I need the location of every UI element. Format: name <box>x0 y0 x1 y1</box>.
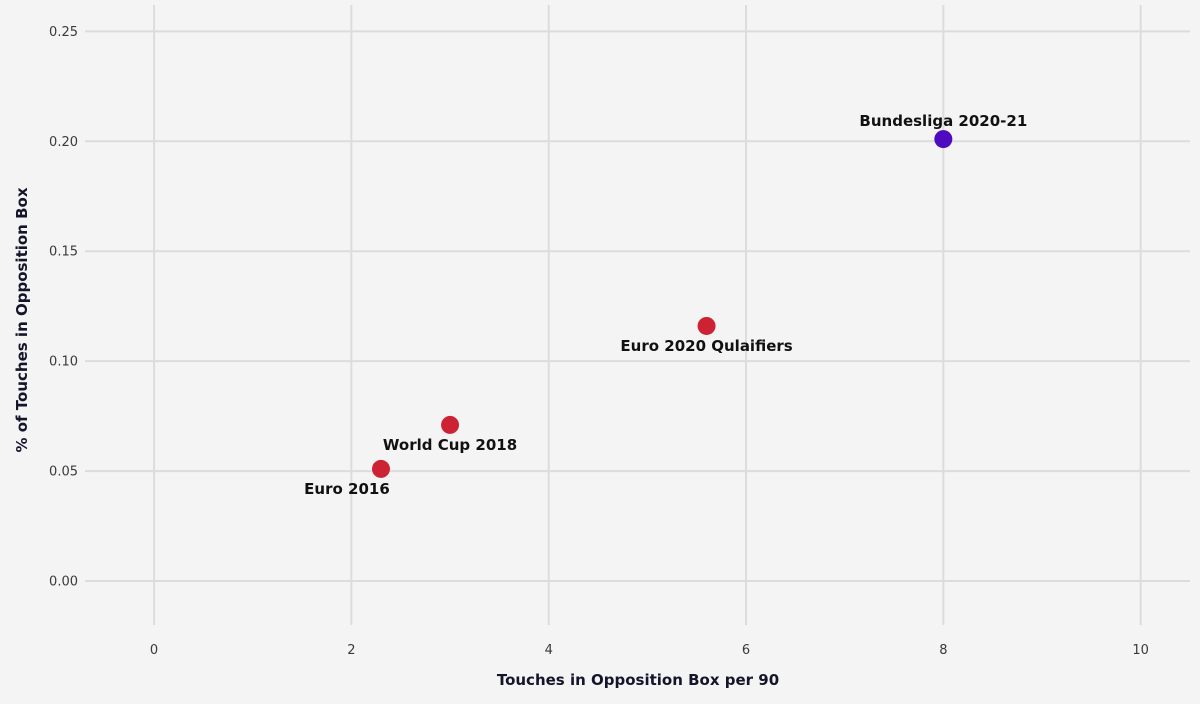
x-tick-label: 10 <box>1132 643 1149 658</box>
x-tick-label: 0 <box>150 643 158 658</box>
y-tick-label: 0.15 <box>49 245 78 260</box>
y-tick-label: 0.05 <box>49 465 78 480</box>
x-tick-label: 8 <box>939 643 947 658</box>
y-tick-label: 0.25 <box>49 25 78 40</box>
data-point <box>934 130 953 149</box>
x-axis-ticks: 0 2 4 6 8 10 <box>150 643 1149 658</box>
data-point <box>441 415 460 434</box>
y-tick-label: 0.20 <box>49 135 78 150</box>
vertical-gridlines <box>153 5 1142 625</box>
x-tick-label: 2 <box>347 643 355 658</box>
y-axis-title: % of Touches in Opposition Box <box>13 187 31 452</box>
data-point-label: World Cup 2018 <box>383 436 517 454</box>
y-axis-ticks: 0.00 0.05 0.10 0.15 0.20 0.25 <box>49 25 78 590</box>
x-tick-label: 6 <box>742 643 750 658</box>
data-point-label: Bundesliga 2020-21 <box>859 112 1027 130</box>
data-point-label: Euro 2016 <box>304 480 390 498</box>
x-axis-title: Touches in Opposition Box per 90 <box>497 671 779 689</box>
data-point-label: Euro 2020 Qulaifiers <box>620 337 792 355</box>
x-tick-label: 4 <box>545 643 553 658</box>
data-point <box>371 459 390 478</box>
y-tick-label: 0.00 <box>49 575 78 590</box>
data-point-labels: Euro 2016 World Cup 2018 Euro 2020 Qulaifi… <box>304 112 1027 498</box>
data-points <box>371 130 953 478</box>
horizontal-gridlines <box>85 30 1190 583</box>
data-point <box>697 316 716 335</box>
y-tick-label: 0.10 <box>49 355 78 370</box>
